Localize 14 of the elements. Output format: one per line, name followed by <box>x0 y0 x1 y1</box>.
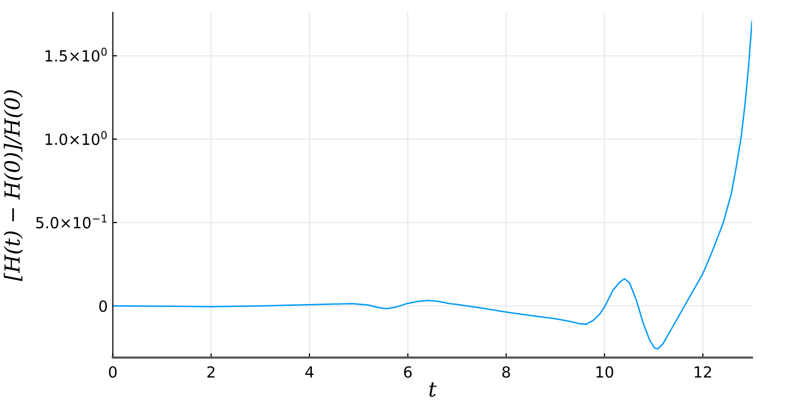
x-tick-label: 2 <box>207 366 214 378</box>
y-axis-title: [H(t) − H(0)]/H(0) <box>4 90 23 282</box>
y-tick-label: 1.0×10$^{0}$ <box>46 131 107 146</box>
x-tick-label: 12 <box>694 366 712 378</box>
y-tick-label: 0 <box>99 300 107 312</box>
x-tick-label: 4 <box>305 366 314 378</box>
y-tick-label: 1.5×10$^{0}$ <box>46 48 107 62</box>
x-tick-label: 8 <box>502 366 510 378</box>
x-tick-label: 10 <box>596 366 614 378</box>
x-tick-label: 6 <box>404 366 412 378</box>
x-tick-label: 0 <box>108 366 117 378</box>
y-tick-label: 5.0×10$^{−1}$ <box>36 214 107 228</box>
x-axis-title: t <box>429 382 437 397</box>
line-series <box>112 20 752 350</box>
